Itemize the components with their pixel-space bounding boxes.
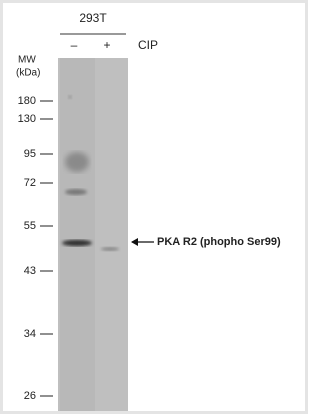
smear <box>65 152 89 172</box>
marker-group: 180 130 95 72 55 43 34 26 <box>18 95 53 402</box>
mw-label: (kDa) <box>16 68 40 79</box>
arrow-head <box>131 238 138 246</box>
marker-label: 95 <box>24 148 36 160</box>
lane-label: – <box>71 38 78 52</box>
mw-label: MW <box>18 55 36 66</box>
marker-label: 26 <box>24 390 36 402</box>
band <box>62 240 92 246</box>
marker-label: 130 <box>18 113 36 125</box>
speck <box>68 95 72 99</box>
lane <box>60 58 95 411</box>
treatment-label: CIP <box>138 38 158 52</box>
band <box>101 247 119 251</box>
marker-label: 55 <box>24 220 36 232</box>
cell-line: 293T <box>79 11 107 25</box>
blot-figure: 293T – + CIP MW (kDa) 180 130 95 72 55 43 34 26… <box>0 0 308 414</box>
marker-label: 43 <box>24 265 36 277</box>
annotation: PKA R2 (phopho Ser99) <box>157 236 281 248</box>
marker-label: 34 <box>24 328 36 340</box>
marker-label: 72 <box>24 177 36 189</box>
band <box>65 189 87 195</box>
lane-label: + <box>103 38 110 52</box>
marker-label: 180 <box>18 95 36 107</box>
blot: 293T – + CIP MW (kDa) 180 130 95 72 55 43 34 26… <box>3 3 305 411</box>
